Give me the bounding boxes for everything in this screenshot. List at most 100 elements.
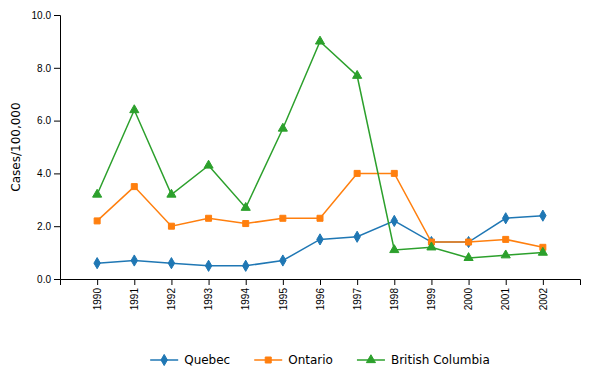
point (168, 258, 174, 269)
tick-mark (357, 279, 358, 285)
legend-item: British Columbia (357, 353, 490, 367)
point (353, 70, 362, 78)
point (130, 105, 139, 113)
point (315, 36, 324, 44)
axis-line (61, 280, 581, 286)
tick-label: 1998 (389, 288, 400, 311)
tick: 1998 (389, 279, 400, 310)
tick-mark (54, 68, 60, 69)
legend: Quebec Ontario British Columbia (150, 353, 490, 367)
tick: 2002 (538, 279, 549, 310)
legend-marker (161, 354, 167, 365)
point (131, 184, 137, 190)
tick-label: 8.0 (37, 63, 51, 74)
tick-label: 0.0 (37, 274, 51, 285)
tick: 2000 (463, 279, 474, 310)
tick: 8.0 (37, 63, 60, 74)
tick-label: 6.0 (37, 115, 51, 126)
point (280, 255, 286, 266)
tick-mark (246, 279, 247, 285)
point (503, 236, 509, 242)
plot: 1990 1991 1992 1993 1994 1995 1996 1997 1998 1999… (32, 10, 581, 311)
tick-label: 1991 (129, 288, 140, 311)
tick: 1999 (426, 279, 437, 310)
tick-mark (209, 279, 210, 285)
tick-label: 4.0 (37, 168, 51, 179)
legend-label: Quebec (184, 353, 230, 367)
tick-label: 2002 (538, 288, 549, 311)
point (205, 260, 211, 271)
y-axis: 0.0 2.0 4.0 6.0 8.0 10.0 (32, 10, 61, 285)
tick: 1990 (92, 279, 103, 310)
point (540, 210, 546, 221)
tick-label: 1993 (203, 288, 214, 311)
tick-label: 10.0 (32, 10, 52, 21)
axis-line (54, 16, 61, 280)
tick-mark (54, 173, 60, 174)
tick: 2.0 (37, 221, 60, 232)
tick: 1993 (203, 279, 214, 310)
point (241, 202, 250, 210)
point (354, 231, 360, 242)
tick-label: 1995 (278, 288, 289, 311)
tick-mark (97, 279, 98, 285)
tick-mark (54, 226, 60, 227)
point (464, 253, 473, 261)
legend-label: Ontario (288, 353, 333, 367)
tick-mark (543, 279, 544, 285)
tick: 1997 (352, 279, 363, 310)
axis-title: Cases/100,000 (9, 102, 23, 191)
tick-mark (54, 279, 60, 280)
tick-label: 2000 (463, 288, 474, 311)
point (466, 239, 472, 245)
point (204, 160, 213, 168)
tick-label: 1990 (92, 288, 103, 311)
chart: 1990 1991 1992 1993 1994 1995 1996 1997 1998 1999… (0, 0, 600, 374)
legend-item: Ontario (254, 353, 333, 367)
point (94, 218, 100, 224)
point (317, 234, 323, 245)
point (278, 123, 287, 131)
line (97, 41, 543, 257)
point (391, 215, 397, 226)
tick: 2001 (500, 279, 511, 310)
point (390, 245, 399, 253)
tick-label: 1997 (352, 288, 363, 311)
point (502, 213, 508, 224)
point (538, 247, 547, 255)
line (97, 173, 543, 247)
tick-mark (320, 279, 321, 285)
point (501, 250, 510, 258)
tick: 1994 (240, 279, 251, 310)
tick-label: 1992 (166, 288, 177, 311)
tick: 1996 (315, 279, 326, 310)
tick-label: 1996 (315, 288, 326, 311)
point (167, 189, 176, 197)
tick: 4.0 (37, 168, 60, 179)
tick-label: 2001 (500, 288, 511, 311)
tick-mark (54, 15, 60, 16)
x-axis: 1990 1991 1992 1993 1994 1995 1996 1997 1998 1999… (61, 279, 581, 310)
marks (93, 36, 548, 271)
tick: 1991 (129, 279, 140, 310)
line (97, 216, 543, 266)
tick-mark (134, 279, 135, 285)
legend-marker (366, 355, 375, 363)
point (243, 221, 249, 227)
tick: 6.0 (37, 115, 60, 126)
tick-mark (54, 121, 60, 122)
point (94, 258, 100, 269)
point (93, 189, 102, 197)
tick: 1992 (166, 279, 177, 310)
legend-label: British Columbia (391, 353, 490, 367)
point (317, 215, 323, 221)
legend-item: Quebec (150, 353, 230, 367)
point (168, 223, 174, 229)
tick-label: 1999 (426, 288, 437, 311)
point (427, 242, 436, 250)
tick-label: 2.0 (37, 221, 51, 232)
tick: 10.0 (32, 10, 60, 21)
point (354, 170, 360, 176)
tick-mark (171, 279, 172, 285)
tick-mark (506, 279, 507, 285)
